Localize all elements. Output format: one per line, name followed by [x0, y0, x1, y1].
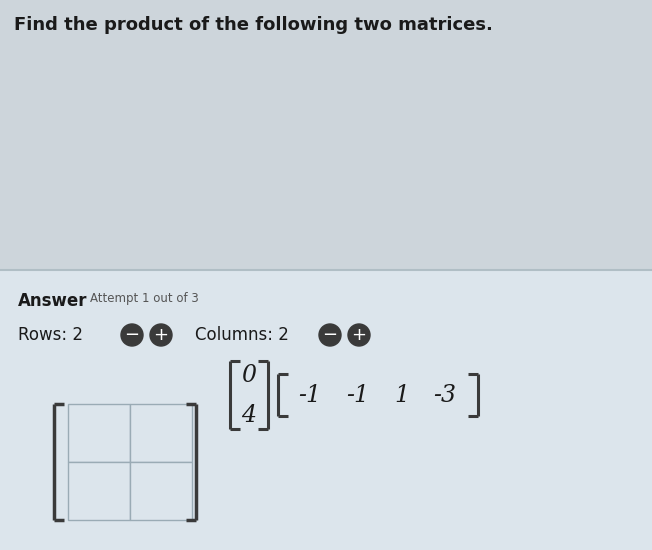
Text: −: −	[125, 326, 140, 344]
Text: Find the product of the following two matrices.: Find the product of the following two ma…	[14, 16, 493, 34]
Text: -3: -3	[434, 383, 456, 406]
FancyBboxPatch shape	[0, 0, 652, 270]
Text: +: +	[351, 326, 366, 344]
Circle shape	[319, 324, 341, 346]
Text: −: −	[323, 326, 338, 344]
Text: Columns: 2: Columns: 2	[195, 326, 289, 344]
Text: -1: -1	[346, 383, 370, 406]
Text: Answer: Answer	[18, 292, 87, 310]
Text: 4: 4	[241, 404, 256, 426]
Circle shape	[121, 324, 143, 346]
Circle shape	[348, 324, 370, 346]
FancyBboxPatch shape	[130, 462, 192, 520]
FancyBboxPatch shape	[68, 462, 130, 520]
Text: 0: 0	[241, 364, 256, 387]
Text: 1: 1	[394, 383, 409, 406]
Circle shape	[150, 324, 172, 346]
Text: Rows: 2: Rows: 2	[18, 326, 83, 344]
FancyBboxPatch shape	[0, 270, 652, 550]
Text: +: +	[153, 326, 168, 344]
FancyBboxPatch shape	[68, 404, 130, 462]
FancyBboxPatch shape	[130, 404, 192, 462]
Text: -1: -1	[299, 383, 321, 406]
Text: Attempt 1 out of 3: Attempt 1 out of 3	[90, 292, 199, 305]
